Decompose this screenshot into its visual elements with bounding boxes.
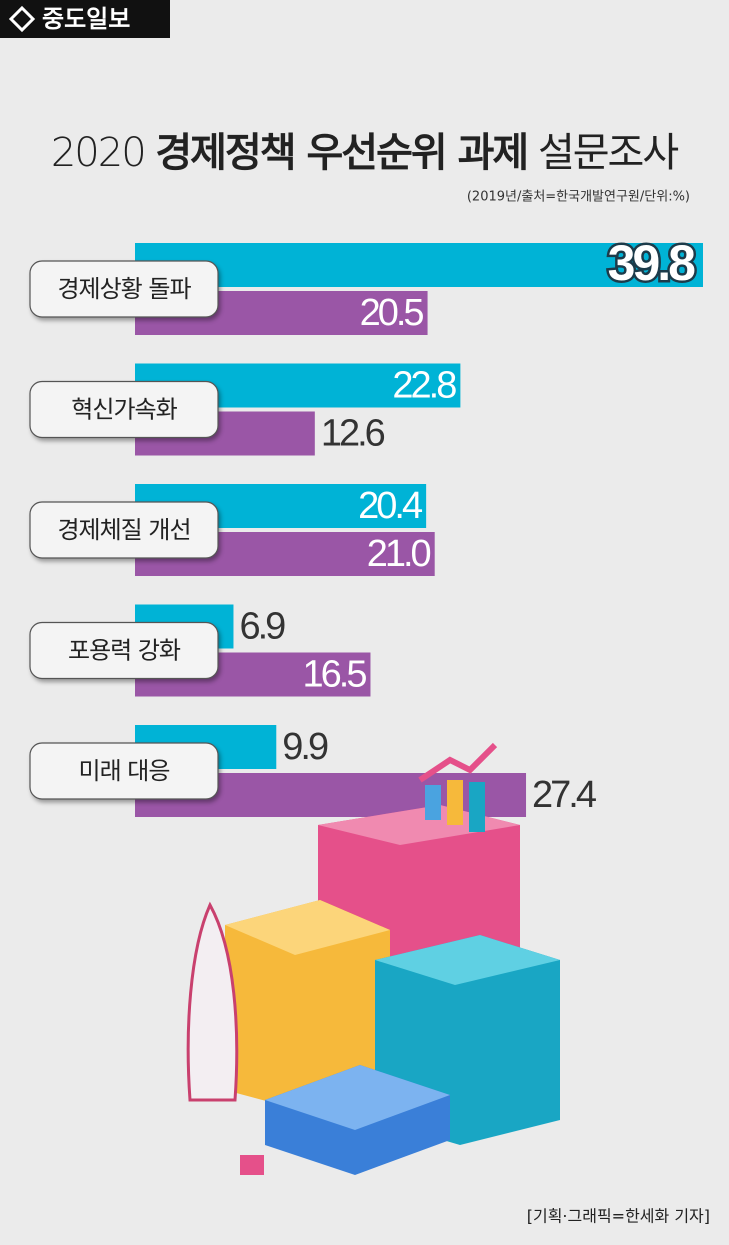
category-label: 미래 대응 <box>79 757 170 785</box>
category-label: 혁신가속화 <box>71 396 177 424</box>
value-label: 12.6 <box>321 413 385 455</box>
category-box <box>29 260 219 318</box>
mini-bar <box>469 782 485 832</box>
title-part: 경제정책 우선순위 과제 <box>155 130 527 176</box>
value-label: 6.9 <box>239 606 285 648</box>
cube-top <box>375 935 560 985</box>
value-label: 9.9 <box>282 726 328 768</box>
category-label: 경제상황 돌파 <box>57 275 191 303</box>
chart-title: 2020 경제정책 우선순위 과제 설문조사 <box>51 130 678 176</box>
title-part: 설문조사 <box>538 130 678 176</box>
value-label: 39.8 <box>608 235 696 291</box>
value-label: 22.8 <box>392 365 456 407</box>
credit: [기획·그래픽=한세화 기자] <box>527 1207 710 1226</box>
rocket <box>186 901 239 1102</box>
small-cube <box>240 1155 264 1175</box>
value-label: 16.5 <box>303 654 367 696</box>
title-part: 2020 <box>51 130 145 176</box>
category-label: 경제체질 개선 <box>57 516 190 544</box>
illustration <box>186 742 560 1175</box>
mini-bar <box>425 785 441 820</box>
mini-bar <box>447 780 463 825</box>
arrow <box>418 742 498 783</box>
value-label: 20.5 <box>360 292 424 334</box>
category-box <box>29 742 219 800</box>
category-box <box>29 621 219 680</box>
value-label: 21.0 <box>367 533 431 575</box>
cube <box>225 900 390 1110</box>
category-box <box>29 501 219 559</box>
bar <box>135 243 703 287</box>
subtitle: (2019년/출처=한국개발연구원/단위:%) <box>467 190 690 205</box>
logo-icon <box>8 5 36 33</box>
cube-top <box>225 900 390 955</box>
category-box <box>29 380 219 439</box>
cube-top <box>265 1065 450 1130</box>
logo-box <box>0 0 170 38</box>
logo-text: 중도일보 <box>42 5 130 33</box>
category-label: 포용력 강화 <box>68 637 181 665</box>
value-label: 20.4 <box>358 485 423 527</box>
value-label: 27.4 <box>532 774 597 816</box>
